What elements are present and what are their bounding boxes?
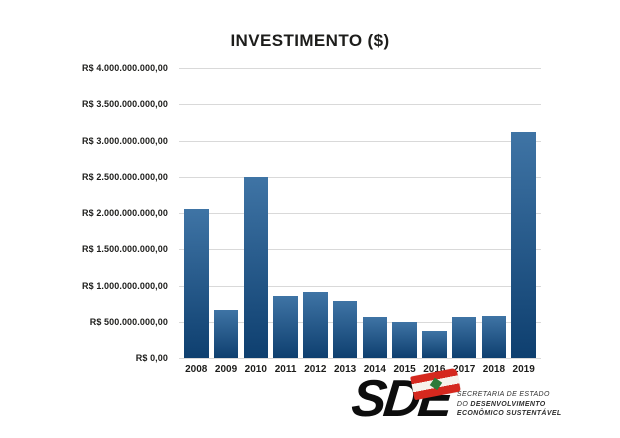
y-axis-tick-label: R$ 2.000.000.000,00 [82,208,168,218]
org-line-2-prefix: DO [456,400,471,408]
y-axis-tick-label: R$ 0,00 [135,353,168,363]
bar-column-2017: 2017 [451,68,477,375]
y-axis-tick-label: R$ 3.000.000.000,00 [82,135,168,146]
y-axis-tick-label: R$ 500.000.000,00 [89,316,168,327]
bar-column-2013: 2013 [332,68,358,375]
chart-title: INVESTIMENTO ($) [230,31,390,50]
y-axis-tick-label: R$ 1.500.000.000,00 [82,244,168,255]
gridline [179,104,541,106]
bar-2019 [511,131,536,358]
x-axis-tick-label: 2015 [393,364,416,375]
gridline [179,285,541,287]
bar-2014 [362,317,388,358]
x-axis-tick-label: 2010 [244,364,267,375]
bar-2013 [332,300,358,358]
gridline [179,140,541,142]
gridline [179,321,541,323]
bar-2012 [303,292,328,358]
bar-column-2008: 2008 [184,68,209,375]
bar-2009 [213,310,239,358]
sde-logo: SDE [349,367,461,428]
org-line-3: ECONÔMICO SUSTENTÁVEL [456,410,562,417]
bar-2008 [184,208,209,358]
bar-column-2010: 2010 [243,68,269,375]
bar-column-2015: 2015 [392,68,417,375]
gridline [179,249,541,251]
y-axis-tick-label: R$ 2.500.000.000,00 [82,171,168,182]
bar-2018 [481,316,507,358]
bar-2015 [392,322,417,358]
x-axis-tick-label: 2017 [453,364,476,375]
bar-column-2012: 2012 [303,68,328,375]
bar-column-2014: 2014 [362,68,388,375]
org-line-1: SECRETARIA DE ESTADO [456,391,550,398]
org-name-block: SECRETARIA DE ESTADO DO DESENVOLVIMENTO … [457,390,562,419]
bar-column-2018: 2018 [481,68,507,375]
x-axis-tick-label: 2013 [333,364,357,375]
gridline [179,176,541,178]
y-axis-tick-label: R$ 4.000.000.000,00 [82,63,168,73]
y-axis-tick-label: R$ 1.000.000.000,00 [82,280,168,291]
x-axis-tick-label: 2011 [274,364,297,375]
gridline [179,213,541,214]
x-axis-tick-label: 2012 [304,364,327,375]
bar-2017 [451,317,477,358]
x-axis-tick-label: 2018 [482,364,506,375]
x-axis-tick-label: 2016 [423,364,446,375]
gridline [179,68,541,69]
bar-2016 [422,331,447,358]
plot-area: R$ 4.000.000.000,00 R$ 3.500.000.000,00 R$… [82,63,541,375]
x-axis-tick-label: 2019 [512,364,535,375]
org-line-2-bold: DESENVOLVIMENTO [470,400,546,408]
bar-column-2009: 2009 [213,68,239,375]
bar-2010 [243,176,269,358]
x-axis-tick-label: 2008 [185,364,208,375]
y-axis-tick-label: R$ 3.500.000.000,00 [82,99,168,110]
bar-column-2019: 2019 [511,68,536,375]
footer-logo-block: SDE SECRETARIA DE ESTADO DO DESENVOLVIME… [349,367,562,428]
bar-column-2016: 2016 [422,68,447,375]
bar-column-2011: 2011 [273,68,298,375]
org-line-2: DO DESENVOLVIMENTO [457,400,562,410]
bar-2011 [273,296,298,358]
gridline [179,358,541,359]
bars-row: 2008 2009 2010 2011 2012 2013 2014 2015 2016 2017… [184,68,536,375]
x-axis-tick-label: 2014 [363,364,386,375]
x-axis-tick-label: 2009 [214,364,238,375]
